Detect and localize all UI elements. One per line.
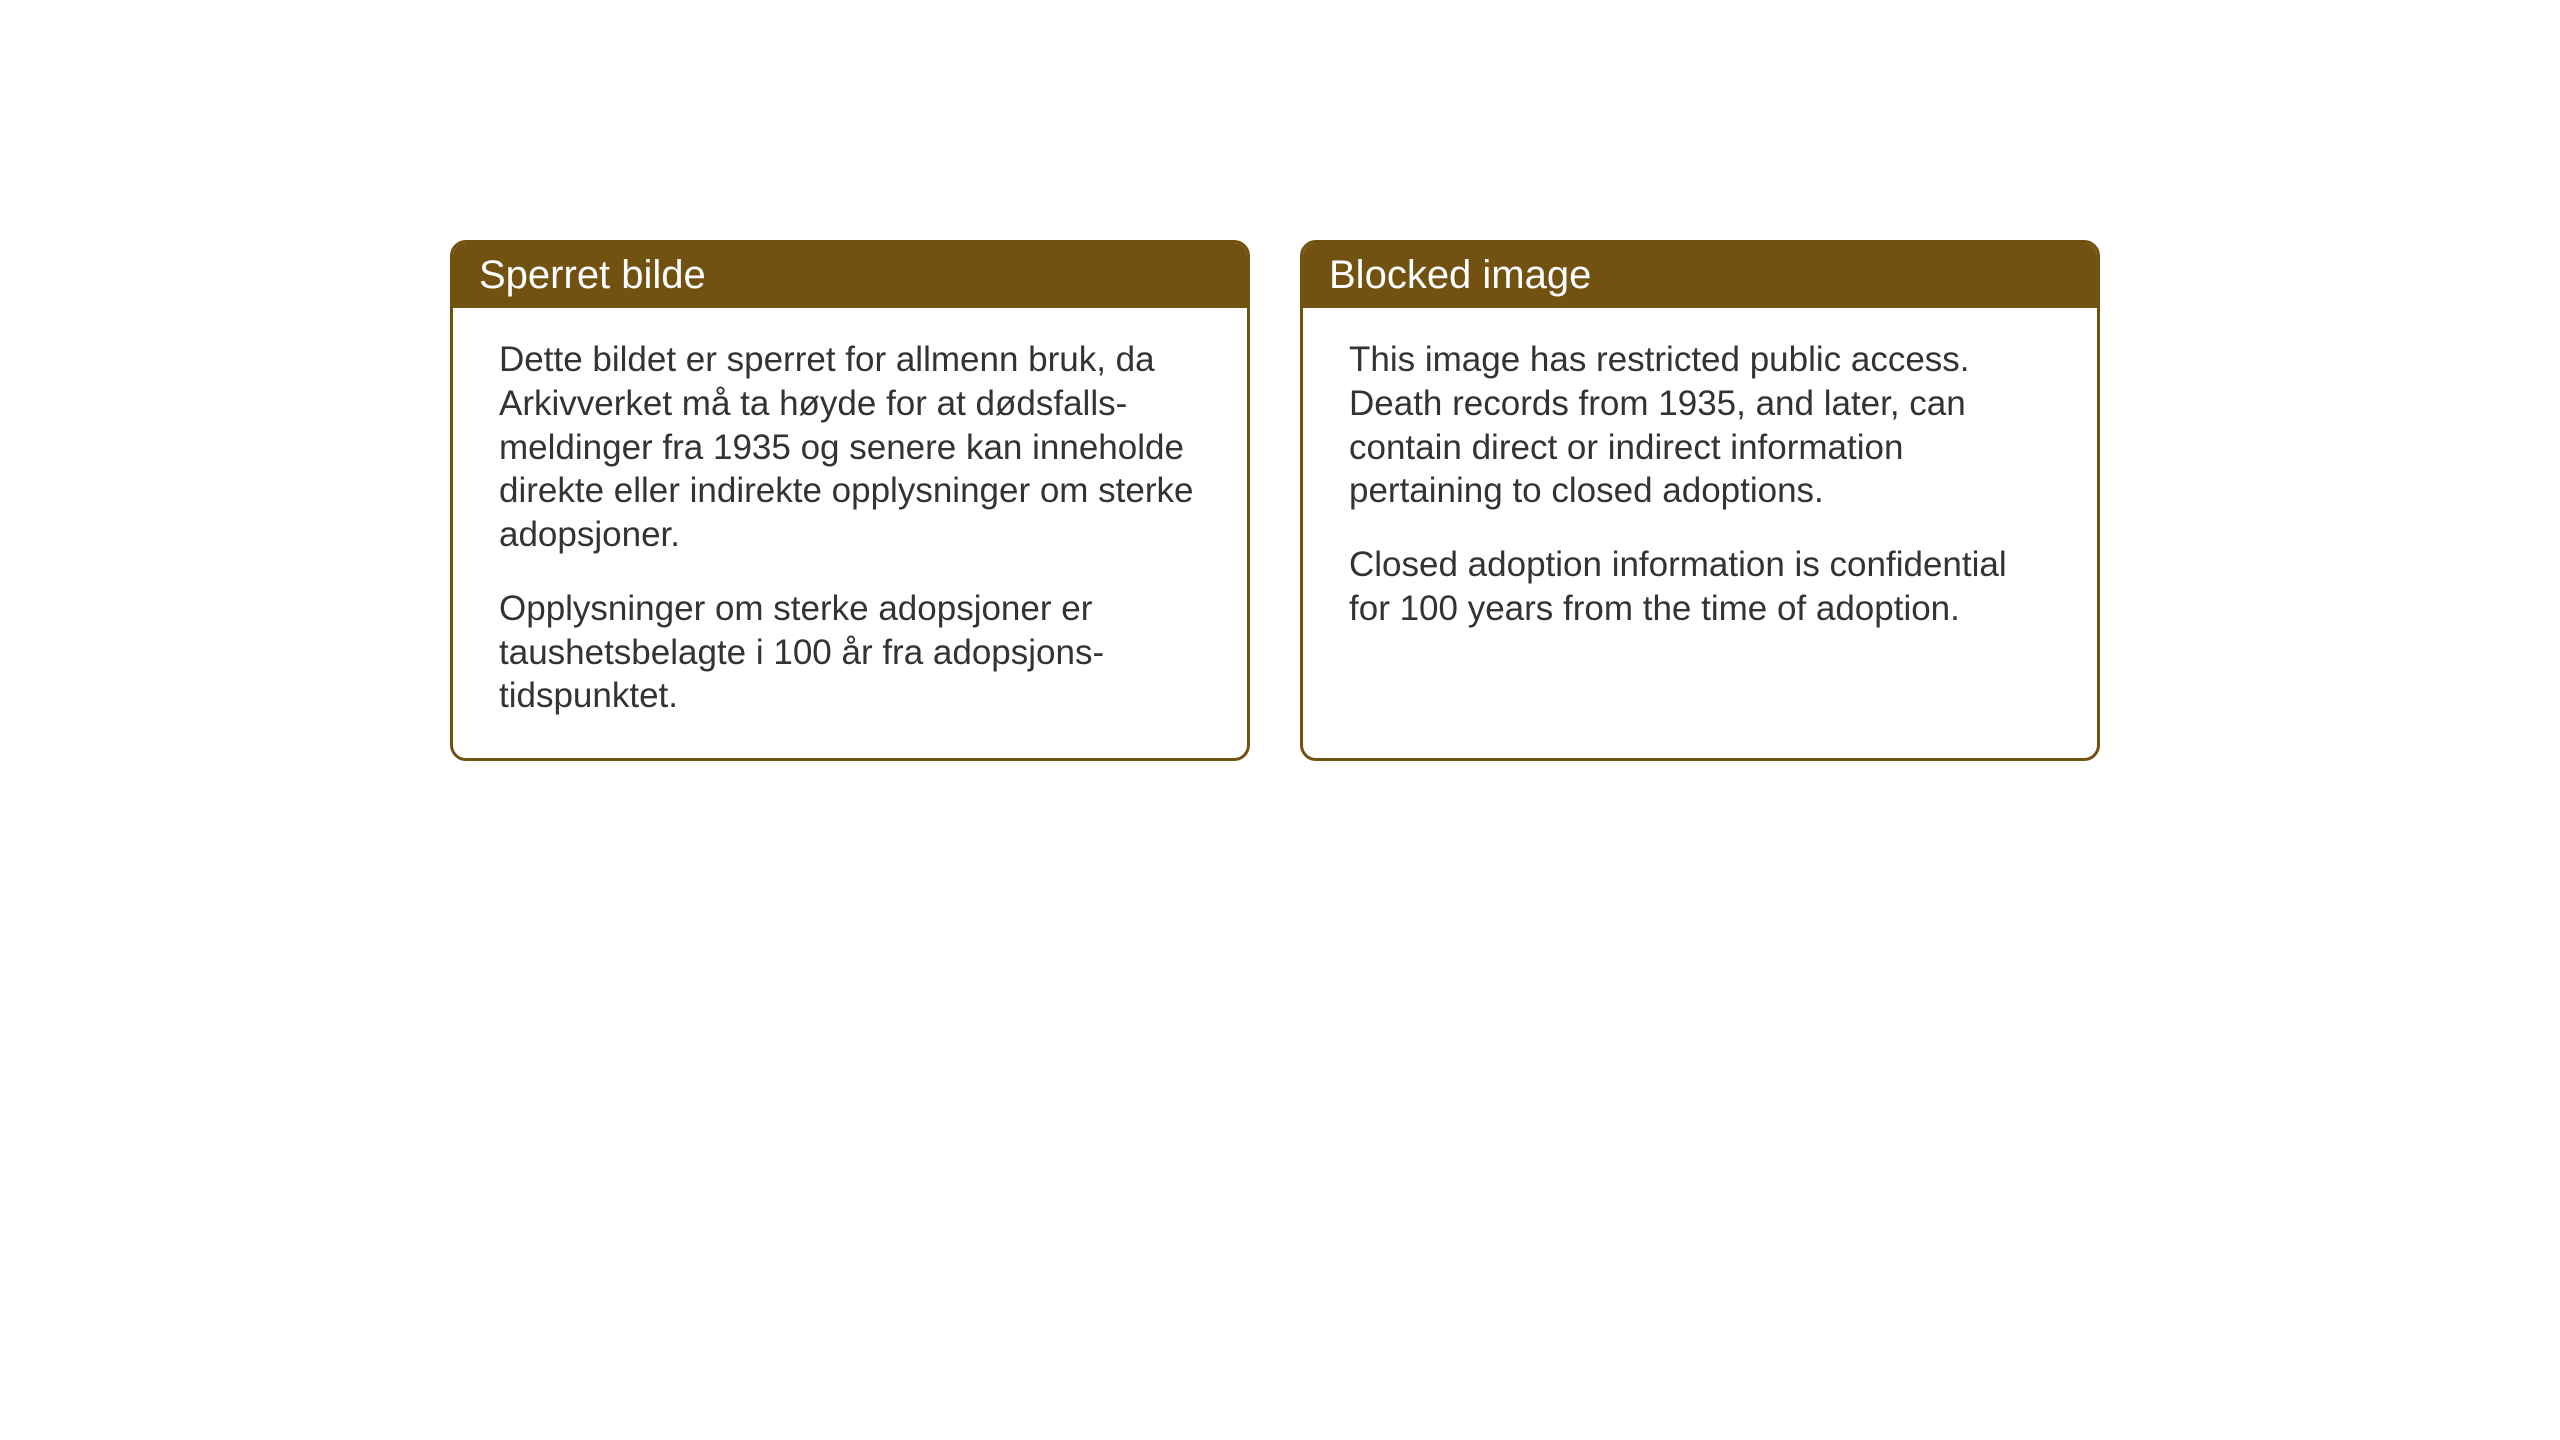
cards-container: Sperret bilde Dette bildet er sperret fo… bbox=[450, 240, 2100, 761]
norwegian-card-header: Sperret bilde bbox=[453, 243, 1247, 308]
english-card-body: This image has restricted public access.… bbox=[1303, 308, 2097, 730]
norwegian-card-title: Sperret bilde bbox=[479, 253, 706, 297]
norwegian-paragraph-2: Opplysninger om sterke adopsjoner er tau… bbox=[499, 587, 1201, 718]
norwegian-paragraph-1: Dette bildet er sperret for allmenn bruk… bbox=[499, 338, 1201, 557]
norwegian-card-body: Dette bildet er sperret for allmenn bruk… bbox=[453, 308, 1247, 758]
english-paragraph-2: Closed adoption information is confident… bbox=[1349, 543, 2051, 631]
english-card-header: Blocked image bbox=[1303, 243, 2097, 308]
english-card-title: Blocked image bbox=[1329, 253, 1591, 297]
english-card: Blocked image This image has restricted … bbox=[1300, 240, 2100, 761]
norwegian-card: Sperret bilde Dette bildet er sperret fo… bbox=[450, 240, 1250, 761]
english-paragraph-1: This image has restricted public access.… bbox=[1349, 338, 2051, 513]
